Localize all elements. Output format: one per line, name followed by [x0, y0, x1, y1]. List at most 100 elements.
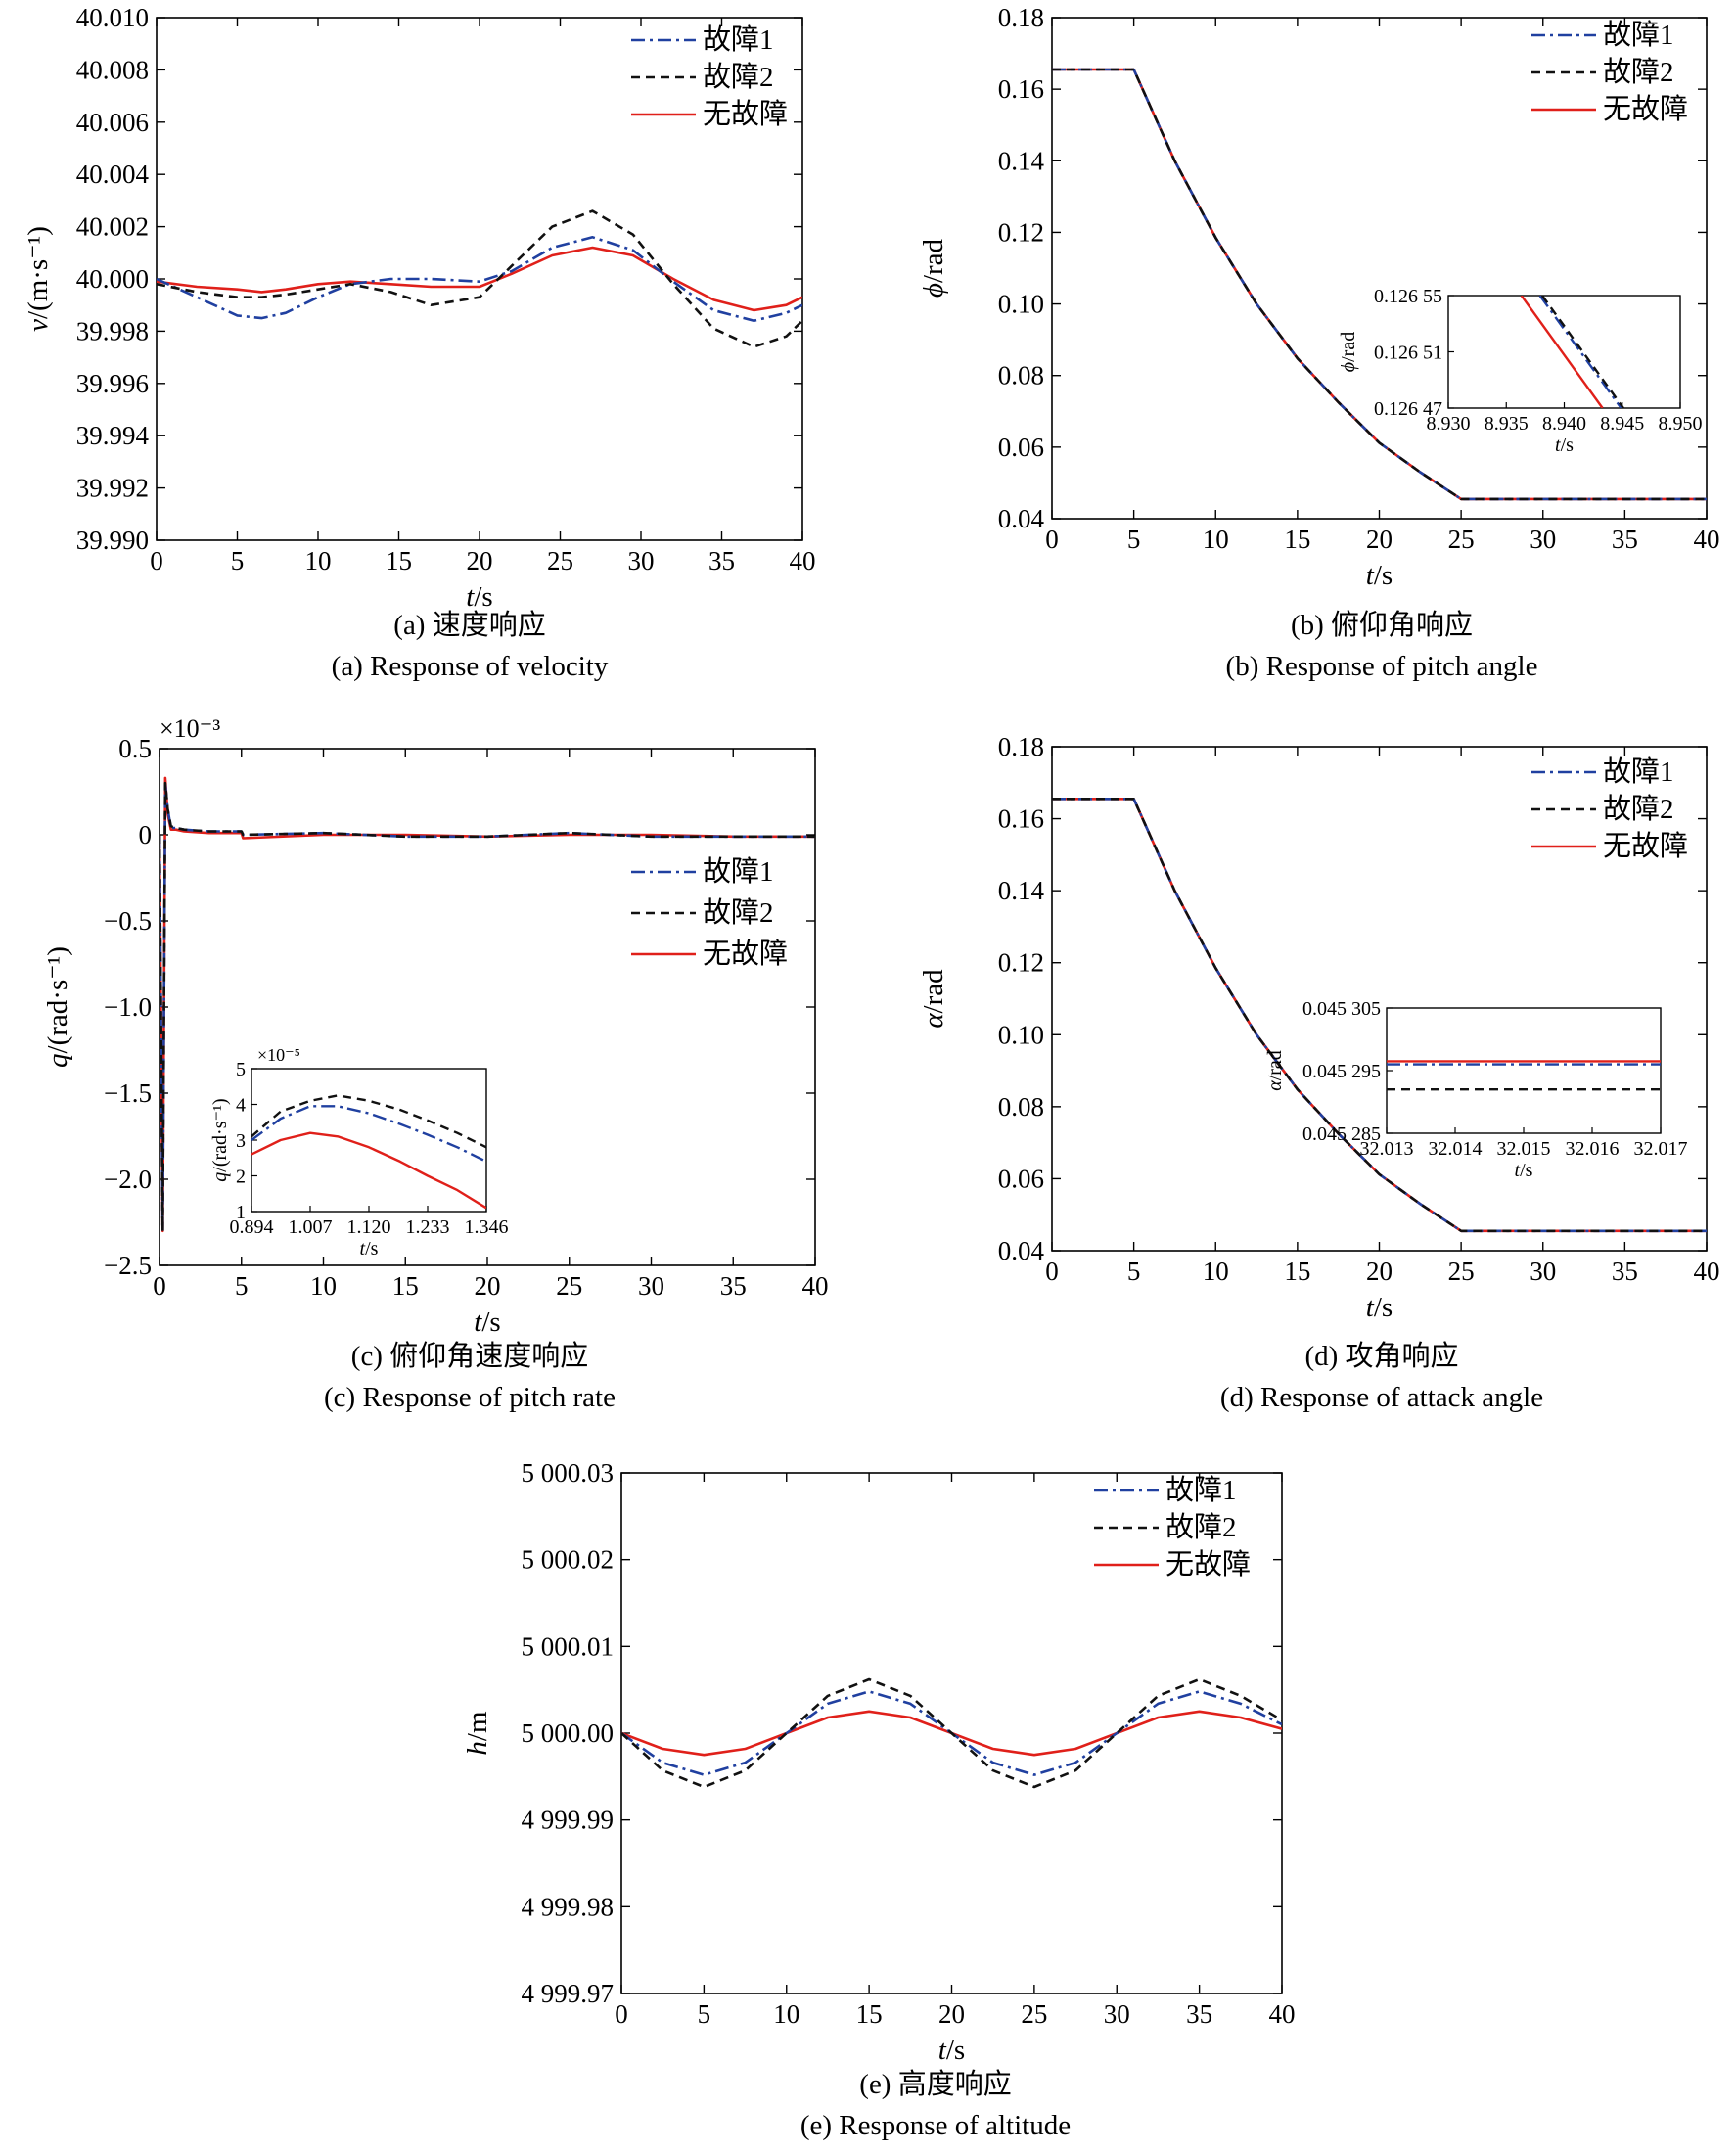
y-tick-label: 0.08: [998, 361, 1044, 390]
legend-label: 故障2: [1603, 793, 1674, 825]
x-axis-label: t/s: [1366, 560, 1393, 591]
legend-label: 无故障: [703, 98, 788, 130]
x-tick-label: 25: [556, 1271, 582, 1301]
inset-y-tick-label: 0.045 285: [1302, 1123, 1381, 1145]
inset-y-axis-label-var: q: [209, 1172, 231, 1182]
inset-y-multiplier: ×10⁻⁵: [257, 1045, 300, 1065]
x-tick-label: 20: [1366, 525, 1393, 554]
y-tick-label: 0.16: [998, 804, 1044, 834]
x-tick-label: 5: [235, 1271, 249, 1301]
x-tick-label: 25: [547, 546, 573, 575]
x-axis-label-unit: /s: [946, 2035, 965, 2066]
caption-en: (d) Response of attack angle: [1220, 1382, 1543, 1413]
y-tick-label: 5 000.03: [522, 1458, 615, 1488]
caption-cn: (b) 俯仰角响应: [1291, 609, 1473, 641]
x-tick-label: 30: [1530, 525, 1556, 554]
inset-y-axis-label: q/(rad·s⁻¹): [209, 1098, 231, 1181]
x-tick-label: 25: [1021, 1999, 1047, 2029]
y-axis-label-var: α: [918, 1013, 949, 1029]
x-tick-label: 0: [1045, 1257, 1059, 1286]
y-tick-label: 39.996: [76, 369, 149, 398]
series-line-1: [1052, 68, 1707, 501]
x-axis-label-unit: /s: [481, 1306, 500, 1338]
legend-label: 故障2: [703, 896, 774, 929]
y-axis-label-unit: /rad: [918, 969, 949, 1014]
plot-frame: [156, 17, 803, 541]
series-line-2: [1052, 68, 1707, 501]
x-tick-label: 35: [1612, 525, 1638, 554]
caption-en: (e) Response of altitude: [800, 2110, 1071, 2141]
inset-plot: 0.894 1.007 1.120 1.233 1.34612345×10⁻⁵t/sq/…: [209, 1045, 509, 1260]
inset-series-line-3: [251, 1131, 486, 1210]
x-tick-label: 20: [938, 1999, 965, 2029]
x-tick-label: 5: [1127, 1257, 1141, 1286]
series-line-2: [1052, 798, 1707, 1233]
inset-y-tick-label: 1: [236, 1202, 246, 1223]
x-tick-label: 10: [773, 1999, 799, 2029]
legend-label: 故障1: [703, 23, 774, 56]
x-tick-label: 20: [475, 1271, 501, 1301]
x-tick-label: 10: [1203, 525, 1229, 554]
y-tick-label: 40.000: [76, 264, 149, 294]
y-axis-label: q/(rad·s⁻¹): [42, 946, 73, 1068]
x-tick-label: 0: [1045, 525, 1059, 554]
inset-y-tick-label: 0.126 51: [1374, 343, 1442, 364]
x-axis-label: t/s: [466, 581, 492, 613]
x-tick-label: 5: [698, 1999, 711, 2029]
y-multiplier: ×10⁻³: [160, 714, 220, 743]
panel-b: 0 5 10 15 20 25 30 35 40 0.04 0.06 0.08 0.10 0.12 0.14…: [918, 3, 1720, 682]
inset-y-tick-label: 0.045 305: [1302, 998, 1381, 1020]
legend-label: 故障1: [703, 855, 774, 888]
x-tick-label: 15: [1284, 525, 1310, 554]
x-tick-label: 10: [305, 546, 332, 575]
y-tick-label: 0.16: [998, 74, 1044, 104]
x-tick-label: 25: [1448, 1257, 1475, 1286]
x-tick-label: 25: [1448, 525, 1475, 554]
y-axis-label-unit: /rad: [918, 238, 949, 283]
y-tick-label: 39.992: [76, 474, 149, 503]
y-tick-label: 39.998: [76, 316, 149, 345]
x-axis-label-var: t: [466, 581, 475, 613]
y-axis-label: α/rad: [918, 969, 949, 1029]
inset-x-tick-label: 8.935: [1485, 413, 1529, 435]
y-tick-label: 0.04: [998, 1236, 1045, 1265]
x-tick-label: 35: [708, 546, 735, 575]
caption-cn: (d) 攻角响应: [1304, 1340, 1458, 1372]
y-tick-label: 0.04: [998, 504, 1045, 533]
inset-series-line-1: [251, 1105, 486, 1163]
panel-c: 0 5 10 15 20 25 30 35 40−2.5−2.0−1.5−1.0−0.500.5…: [42, 714, 829, 1413]
inset-x-axis-label-var: t: [1555, 435, 1561, 456]
inset-x-tick-label: 1.346: [465, 1216, 509, 1238]
inset-frame: [1386, 1007, 1662, 1134]
y-tick-label: −2.0: [104, 1165, 152, 1194]
inset-y-tick-label: 0.126 55: [1374, 286, 1442, 307]
inset-x-tick-label: 8.940: [1542, 413, 1586, 435]
inset-y-axis-label-unit: /rad: [1338, 332, 1359, 362]
x-axis-label-unit: /s: [474, 581, 492, 613]
inset-x-axis-label: t/s: [360, 1238, 379, 1260]
x-axis-label: t/s: [474, 1306, 500, 1338]
legend-label: 故障2: [1603, 56, 1674, 88]
inset-x-tick-label: 1.120: [347, 1216, 391, 1238]
legend: 故障1 故障2 无故障: [631, 855, 788, 970]
x-axis-label-var: t: [474, 1306, 482, 1338]
inset-x-axis-label: t/s: [1515, 1160, 1533, 1181]
y-tick-label: −1.5: [104, 1078, 152, 1108]
inset-x-tick-label: 8.945: [1600, 413, 1644, 435]
panel-e: 0 5 10 15 20 25 30 35 40 4 999.97 4 999.98 4 999.99…: [462, 1458, 1296, 2141]
inset-x-axis-label-unit: /s: [365, 1238, 379, 1260]
inset-y-axis-label-unit: /rad: [1264, 1050, 1286, 1080]
y-axis-label-var: q: [42, 1053, 73, 1068]
inset-y-tick-label: 2: [236, 1167, 246, 1188]
x-tick-label: 20: [467, 546, 493, 575]
legend: 故障1 故障2 无故障: [1531, 756, 1688, 862]
x-tick-label: 0: [153, 1271, 166, 1301]
legend: 故障1 故障2 无故障: [631, 23, 788, 130]
legend-label: 无故障: [1603, 830, 1688, 862]
x-tick-label: 15: [386, 546, 412, 575]
inset-y-tick-label: 5: [236, 1059, 246, 1080]
x-tick-label: 10: [1203, 1257, 1229, 1286]
y-tick-label: 39.990: [76, 526, 149, 555]
caption-cn: (a) 速度响应: [393, 609, 545, 641]
inset-y-axis-label-var: α: [1264, 1080, 1286, 1091]
